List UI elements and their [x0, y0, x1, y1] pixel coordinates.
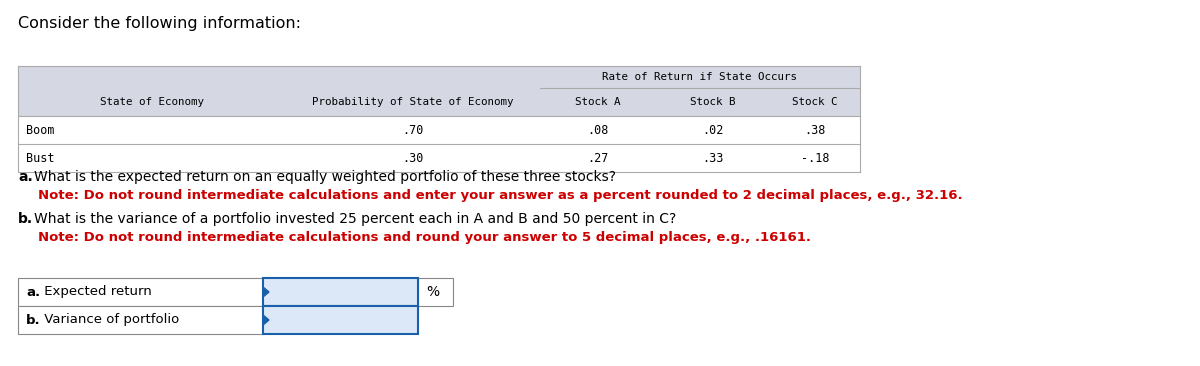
Text: Boom: Boom: [26, 123, 54, 137]
Bar: [263, 306, 418, 334]
Text: a.: a.: [26, 285, 40, 299]
Bar: [18, 306, 263, 334]
Text: -.18: -.18: [800, 152, 829, 164]
Bar: [18, 66, 860, 116]
Text: Stock A: Stock A: [575, 97, 620, 107]
Text: %: %: [426, 285, 439, 299]
Text: .70: .70: [402, 123, 424, 137]
Bar: [418, 278, 454, 306]
Text: .33: .33: [702, 152, 724, 164]
Text: Stock C: Stock C: [792, 97, 838, 107]
Polygon shape: [263, 287, 269, 297]
Text: Consider the following information:: Consider the following information:: [18, 16, 301, 31]
Text: .02: .02: [702, 123, 724, 137]
Text: b.: b.: [18, 212, 34, 226]
Text: Note: Do not round intermediate calculations and round your answer to 5 decimal : Note: Do not round intermediate calculat…: [38, 231, 811, 244]
Polygon shape: [263, 315, 269, 325]
Text: b.: b.: [26, 314, 41, 326]
Text: Probability of State of Economy: Probability of State of Economy: [312, 97, 514, 107]
Text: .30: .30: [402, 152, 424, 164]
Text: State of Economy: State of Economy: [100, 97, 204, 107]
Text: .08: .08: [587, 123, 608, 137]
Bar: [18, 278, 263, 306]
Text: .38: .38: [804, 123, 826, 137]
Text: Stock B: Stock B: [690, 97, 736, 107]
Text: Expected return: Expected return: [40, 285, 151, 299]
Text: What is the expected return on an equally weighted portfolio of these three stoc: What is the expected return on an equall…: [34, 170, 616, 184]
Text: What is the variance of a portfolio invested 25 percent each in A and B and 50 p: What is the variance of a portfolio inve…: [34, 212, 677, 226]
Text: Note: Do not round intermediate calculations and enter your answer as a percent : Note: Do not round intermediate calculat…: [38, 189, 962, 202]
Text: Variance of portfolio: Variance of portfolio: [40, 314, 179, 326]
Text: Rate of Return if State Occurs: Rate of Return if State Occurs: [602, 72, 798, 82]
Text: .27: .27: [587, 152, 608, 164]
Text: Bust: Bust: [26, 152, 54, 164]
Text: a.: a.: [18, 170, 32, 184]
Bar: [263, 278, 418, 306]
